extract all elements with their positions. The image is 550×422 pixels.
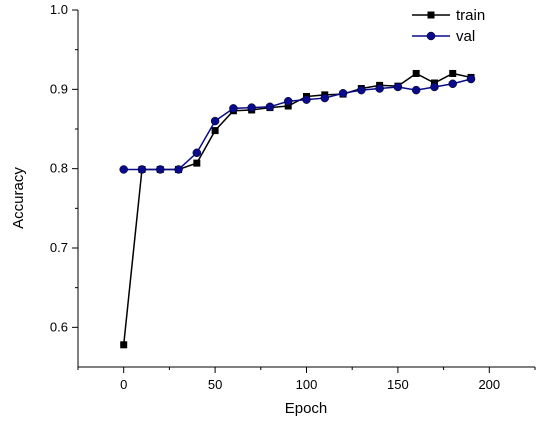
legend-label-train: train bbox=[456, 7, 485, 24]
y-tick-label: 0.7 bbox=[50, 240, 68, 255]
data-point-val bbox=[229, 104, 238, 113]
series-line-train bbox=[122, 72, 472, 345]
data-point-val bbox=[137, 165, 147, 174]
data-point-val bbox=[320, 93, 330, 103]
data-point-val bbox=[375, 84, 384, 93]
x-tick-label: 200 bbox=[478, 377, 500, 392]
legend-marker-val bbox=[426, 31, 436, 41]
x-tick-label: 50 bbox=[208, 377, 222, 392]
data-point-val bbox=[283, 96, 293, 106]
legend-marker-train bbox=[427, 11, 435, 19]
y-tick-label: 0.6 bbox=[50, 319, 68, 334]
data-point-val bbox=[411, 85, 421, 95]
data-point-train bbox=[449, 69, 457, 77]
y-tick-label: 0.8 bbox=[50, 161, 68, 176]
data-point-val bbox=[338, 89, 348, 98]
data-point-train bbox=[211, 127, 219, 135]
data-point-val bbox=[357, 85, 366, 95]
data-point-val bbox=[156, 165, 165, 174]
legend: train val bbox=[412, 7, 485, 45]
data-point-val bbox=[247, 103, 256, 112]
y-tick-label: 0.9 bbox=[50, 81, 68, 96]
data-point-train bbox=[193, 159, 201, 167]
data-point-val bbox=[430, 82, 439, 92]
x-tick-label: 0 bbox=[120, 377, 127, 392]
data-point-val bbox=[466, 74, 476, 84]
data-point-val bbox=[448, 79, 457, 89]
plot-area bbox=[119, 69, 476, 349]
data-point-val bbox=[265, 102, 275, 112]
x-tick-label: 150 bbox=[387, 377, 409, 392]
data-point-val bbox=[192, 148, 202, 158]
data-point-val bbox=[119, 165, 128, 174]
data-point-val bbox=[210, 116, 220, 126]
x-tick-label: 100 bbox=[296, 377, 318, 392]
data-point-val bbox=[302, 95, 311, 104]
data-point-val bbox=[174, 165, 183, 174]
y-tick-label: 1.0 bbox=[50, 2, 68, 17]
data-point-train bbox=[284, 102, 292, 110]
axes: 0.6 0.7 0.8 0.9 1.0 0 50 100 150 200 bbox=[50, 2, 536, 392]
data-point-train bbox=[412, 69, 420, 77]
data-point-val bbox=[393, 82, 403, 92]
x-axis-label: Epoch bbox=[285, 400, 328, 417]
y-axis-label: Accuracy bbox=[10, 167, 27, 229]
legend-label-val: val bbox=[456, 28, 475, 45]
data-point-train bbox=[120, 341, 128, 349]
